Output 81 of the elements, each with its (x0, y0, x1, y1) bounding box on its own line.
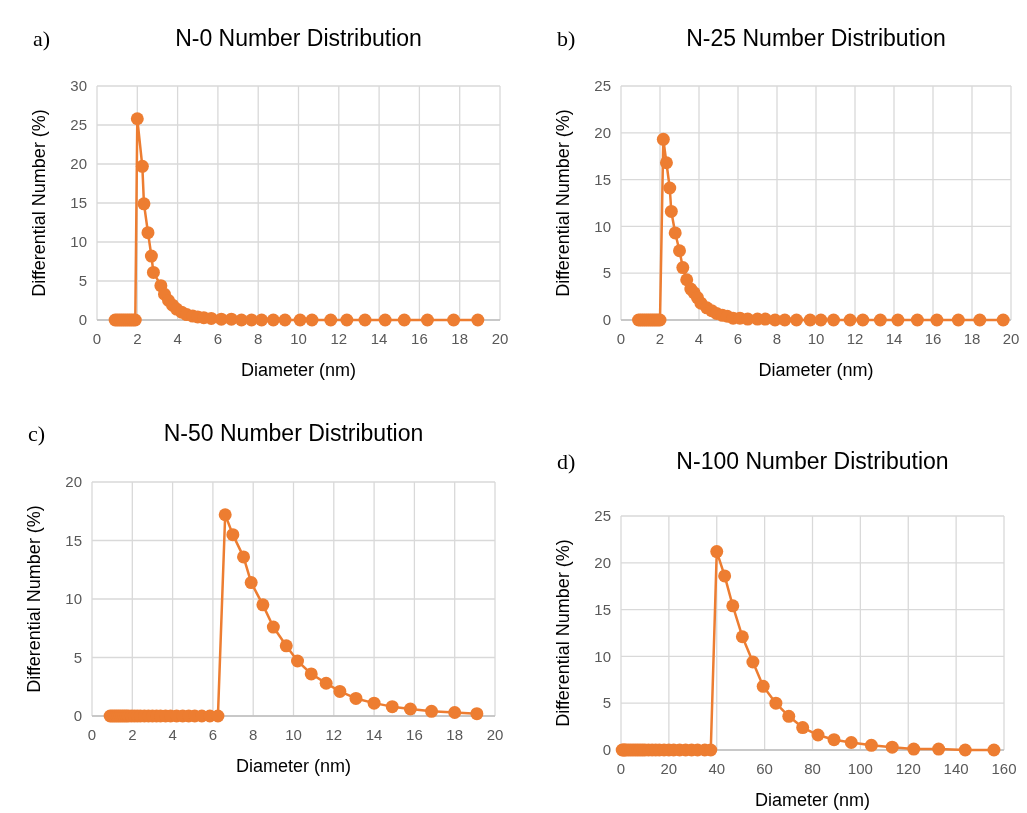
chart-title: N-100 Number Distribution (676, 448, 949, 474)
text: c) (28, 421, 46, 446)
x-tick-label: 20 (486, 726, 504, 743)
y-axis-title: Differential Number (%) (553, 539, 573, 727)
x-tick-label: 14 (365, 726, 383, 743)
x-tick-label: 10 (290, 330, 307, 347)
x-tick-label: 0 (616, 330, 626, 347)
y-tick-label: 10 (594, 217, 611, 235)
y-tick-label: 10 (594, 647, 611, 665)
x-tick-label: 12 (846, 330, 864, 347)
x-tick-label: 6 (733, 330, 743, 347)
x-tick-label: 4 (173, 330, 182, 347)
x-axis-title: Diameter (nm) (240, 360, 357, 380)
x-tick-label: 8 (254, 330, 263, 347)
y-tick-label: 10 (65, 590, 82, 608)
x-tick-label: 140 (943, 760, 969, 777)
chart-title: N-50 Number Distribution (163, 420, 424, 446)
x-tick-label: 120 (895, 760, 921, 777)
x-tick-label: 6 (213, 330, 223, 347)
chart-title: N-25 Number Distribution (686, 25, 946, 51)
y-tick-label: 0 (602, 311, 611, 329)
y-tick-label: 0 (602, 741, 611, 759)
x-tick-label: 8 (772, 330, 782, 347)
x-tick-label: 4 (694, 330, 704, 347)
x-tick-label: 40 (708, 760, 726, 777)
x-tick-label: 2 (655, 330, 665, 347)
y-tick-label: 5 (78, 272, 87, 290)
y-tick-label: 5 (602, 694, 611, 712)
x-tick-label: 20 (1002, 330, 1020, 347)
x-tick-label: 20 (491, 330, 509, 347)
y-axis-title: Differential Number (%) (29, 109, 49, 297)
x-axis-title: Diameter (nm) (758, 360, 874, 380)
y-tick-label: 15 (594, 170, 611, 188)
x-tick-label: 2 (133, 330, 142, 347)
x-tick-label: 60 (756, 760, 773, 777)
y-tick-label: 15 (70, 194, 87, 212)
x-tick-label: 100 (847, 760, 873, 777)
y-tick-label: 5 (602, 264, 611, 282)
y-tick-label: 20 (594, 124, 611, 142)
x-tick-label: 0 (92, 330, 102, 347)
x-tick-label: 10 (285, 726, 302, 743)
y-tick-label: 10 (70, 233, 87, 251)
y-tick-label: 30 (70, 77, 87, 95)
x-tick-label: 16 (924, 330, 942, 347)
x-tick-label: 0 (616, 760, 626, 777)
y-tick-label: 0 (78, 311, 87, 329)
x-tick-label: 16 (411, 330, 428, 347)
y-tick-label: 15 (594, 600, 611, 618)
text: a) (33, 26, 51, 51)
x-tick-label: 12 (330, 330, 348, 347)
y-tick-label: 20 (594, 554, 611, 572)
y-axis-title: Differential Number (%) (553, 109, 573, 297)
x-tick-label: 80 (804, 760, 821, 777)
x-tick-label: 18 (451, 330, 469, 347)
y-tick-label: 20 (65, 473, 82, 491)
x-axis-title: Diameter (nm) (235, 756, 352, 776)
x-tick-label: 14 (885, 330, 903, 347)
y-tick-label: 0 (73, 707, 82, 725)
x-tick-label: 2 (128, 726, 137, 743)
text: b) (557, 26, 576, 51)
x-tick-label: 18 (446, 726, 464, 743)
text: d) (557, 449, 576, 474)
y-tick-label: 25 (70, 116, 87, 134)
y-tick-label: 25 (594, 507, 611, 525)
y-tick-label: 5 (73, 648, 82, 666)
x-tick-label: 12 (325, 726, 343, 743)
y-tick-label: 15 (65, 531, 82, 549)
x-tick-label: 10 (807, 330, 825, 347)
x-tick-label: 20 (660, 760, 678, 777)
x-tick-label: 4 (168, 726, 177, 743)
x-axis-title: Diameter (nm) (754, 790, 871, 810)
x-tick-label: 6 (208, 726, 218, 743)
y-tick-label: 25 (594, 77, 611, 95)
y-tick-label: 20 (70, 155, 87, 173)
x-tick-label: 14 (370, 330, 388, 347)
x-tick-label: 8 (249, 726, 258, 743)
x-tick-label: 160 (991, 760, 1017, 777)
x-tick-label: 18 (963, 330, 981, 347)
chart-title: N-0 Number Distribution (175, 25, 422, 51)
y-axis-title: Differential Number (%) (24, 505, 44, 693)
x-tick-label: 16 (406, 726, 423, 743)
